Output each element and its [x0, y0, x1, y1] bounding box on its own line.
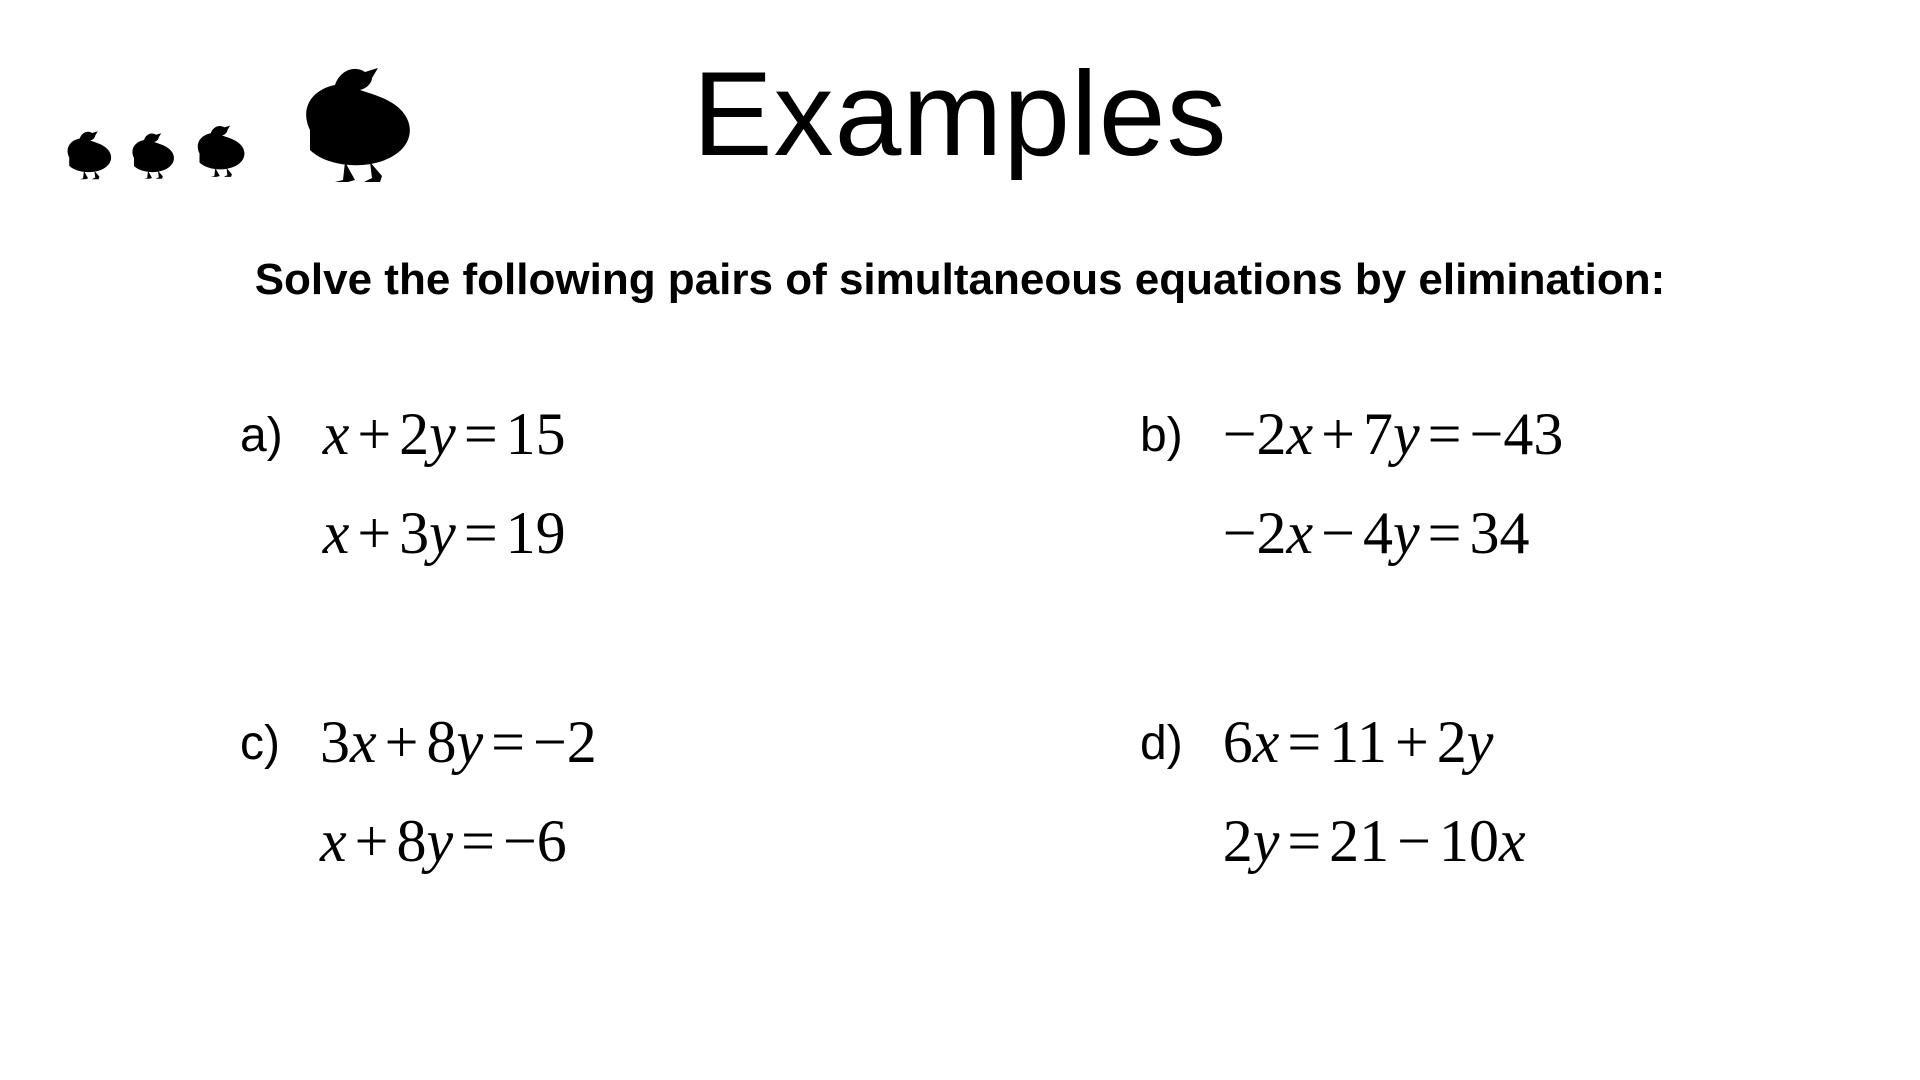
- equation-list: x+2y=15 x+3y=19: [323, 400, 566, 568]
- problem-a: a) x+2y=15 x+3y=19: [0, 400, 960, 568]
- equation: x+8y=−6: [320, 807, 597, 876]
- equation: x+2y=15: [323, 400, 566, 469]
- problems-grid: a) x+2y=15 x+3y=19 b) −2x+7y=−43 −2x−4y=…: [0, 400, 1920, 876]
- equation-list: 3x+8y=−2 x+8y=−6: [320, 708, 597, 876]
- equation: 2y=21−10x: [1223, 807, 1526, 876]
- equation-list: −2x+7y=−43 −2x−4y=34: [1223, 400, 1564, 568]
- equation: 6x=11+2y: [1223, 708, 1526, 777]
- slide: Examples Solve the following pairs of si…: [0, 0, 1920, 1080]
- problem-label: b): [1140, 408, 1183, 463]
- page-title: Examples: [0, 45, 1920, 183]
- equation: 3x+8y=−2: [320, 708, 597, 777]
- equation: −2x−4y=34: [1223, 499, 1564, 568]
- equation-list: 6x=11+2y 2y=21−10x: [1223, 708, 1526, 876]
- problem-d: d) 6x=11+2y 2y=21−10x: [960, 708, 1920, 876]
- problem-c: c) 3x+8y=−2 x+8y=−6: [0, 708, 960, 876]
- equation: x+3y=19: [323, 499, 566, 568]
- problem-label: a): [240, 408, 283, 463]
- problem-label: c): [240, 716, 280, 771]
- instruction-text: Solve the following pairs of simultaneou…: [0, 255, 1920, 305]
- equation: −2x+7y=−43: [1223, 400, 1564, 469]
- problem-b: b) −2x+7y=−43 −2x−4y=34: [960, 400, 1920, 568]
- problem-label: d): [1140, 716, 1183, 771]
